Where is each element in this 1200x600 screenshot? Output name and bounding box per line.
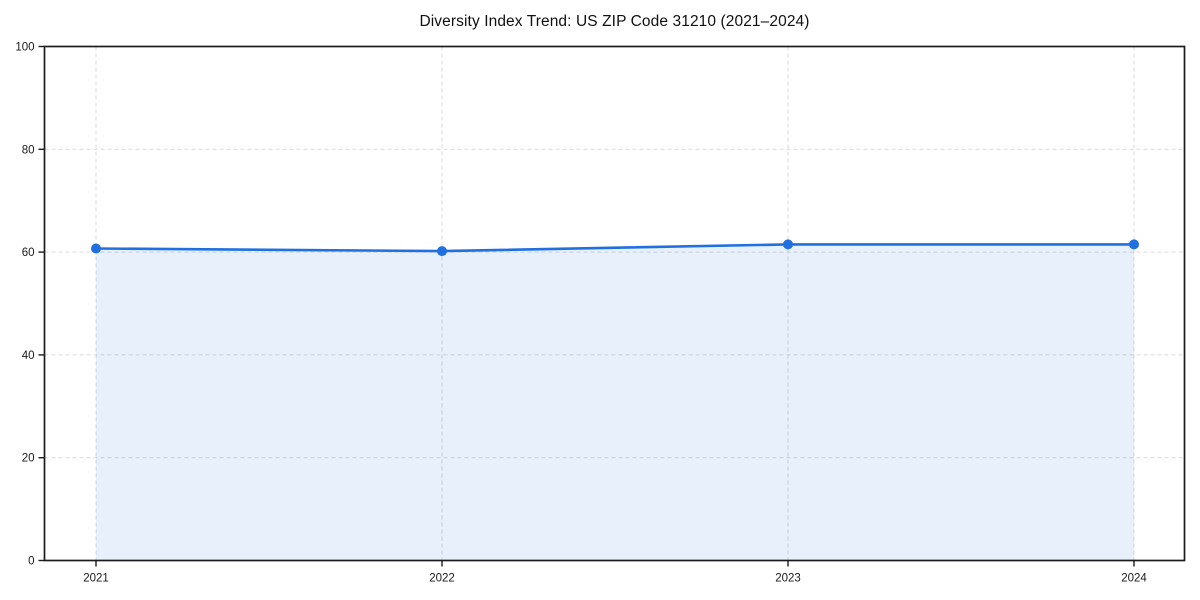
data-point-marker xyxy=(783,239,793,250)
chart-title: Diversity Index Trend: US ZIP Code 31210… xyxy=(419,13,810,30)
data-point-marker xyxy=(1129,239,1139,250)
area-fill xyxy=(96,244,1134,561)
y-axis-tick-label: 0 xyxy=(28,556,34,568)
y-axis-tick-label: 100 xyxy=(15,42,34,54)
plot-frame xyxy=(43,45,1186,562)
y-axis-tick-label: 40 xyxy=(22,350,35,362)
trend-line xyxy=(94,243,1136,253)
y-axis-tick-label: 60 xyxy=(22,247,35,259)
data-point-marker xyxy=(437,246,447,257)
x-axis-tick-label: 2021 xyxy=(83,573,109,585)
x-axis-tick-label: 2022 xyxy=(429,573,455,585)
y-axis-tick-label: 20 xyxy=(22,453,35,465)
x-axis-tick-label: 2024 xyxy=(1121,573,1147,585)
data-point-marker xyxy=(91,243,101,254)
x-axis-tick-label: 2023 xyxy=(775,573,801,585)
y-axis-tick-label: 80 xyxy=(22,144,35,156)
